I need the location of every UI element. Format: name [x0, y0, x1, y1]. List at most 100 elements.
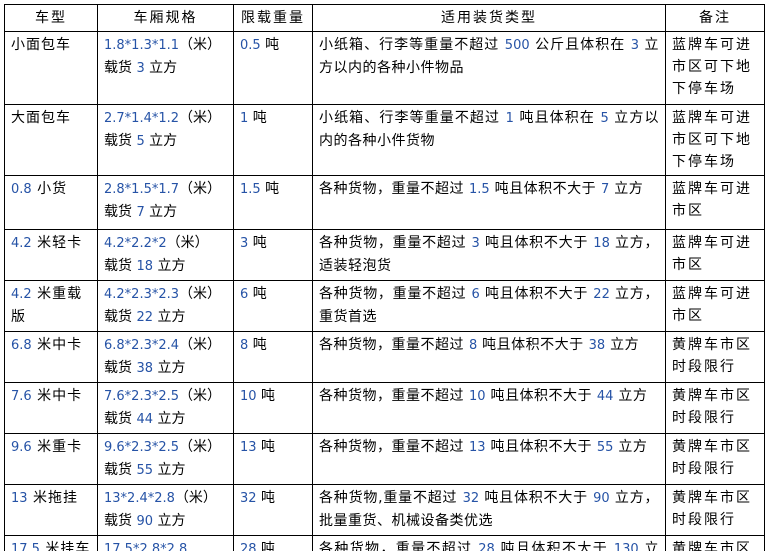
cargo-type-cell[interactable]: 各种货物,重量不超过 32 吨且体积不大于 90 立方，批量重货、机械设备类优选 — [312, 484, 666, 536]
vehicle-type-cell[interactable]: 7.6 米中卡 — [4, 382, 98, 434]
number-text: 7 — [136, 205, 145, 220]
number-text: 4.2 — [11, 236, 32, 251]
cargo-type-cell[interactable]: 各种货物，重量不超过 6 吨且体积不大于 22 立方，重货首选 — [312, 280, 666, 332]
number-text: 55 — [596, 440, 614, 455]
column-header[interactable]: 限载重量 — [233, 4, 313, 32]
box-spec-cell[interactable]: 9.6*2.3*2.5（米） 载货 55 立方 — [97, 433, 234, 485]
remark-cell[interactable]: 蓝牌车可进市区 — [665, 280, 765, 332]
load-limit-cell[interactable]: 28 吨 — [233, 535, 313, 551]
number-text: 5 — [136, 134, 145, 149]
load-limit-cell[interactable]: 10 吨 — [233, 382, 313, 434]
cargo-type-cell[interactable]: 小纸箱、行李等重量不超过 500 公斤且体积在 3 立方以内的各种小件物品 — [312, 31, 666, 105]
number-text: 1 — [240, 111, 249, 126]
number-text: 18 — [593, 236, 610, 251]
number-text: 3 — [136, 61, 145, 76]
number-text: 1 — [505, 111, 514, 126]
vehicle-type-cell[interactable]: 大面包车 — [4, 104, 98, 176]
number-text: 8 — [240, 338, 249, 353]
number-text: 7 — [601, 182, 610, 197]
vehicle-spec-table: 车型 车厢规格 限载重量 适用装货类型 备注 小面包车 1.8*1.3*1.1（米） 载… — [4, 4, 765, 551]
number-text: 0.5 — [240, 38, 261, 53]
number-text: 500 — [504, 38, 530, 53]
number-text: 6 — [240, 287, 249, 302]
remark-cell[interactable]: 黄牌车市区时段限行 — [665, 433, 765, 485]
number-text: 17.5*2.8*2.8 — [104, 542, 188, 551]
load-limit-cell[interactable]: 6 吨 — [233, 280, 313, 332]
number-text: 0.8 — [11, 182, 32, 197]
box-spec-cell[interactable]: 7.6*2.3*2.5（米） 载货 44 立方 — [97, 382, 234, 434]
remark-cell[interactable]: 黄牌车市区时段限行 — [665, 535, 765, 551]
cargo-type-cell[interactable]: 各种货物，重量不超过 1.5 吨且体积不大于 7 立方 — [312, 175, 666, 230]
vehicle-type-cell[interactable]: 4.2 米轻卡 — [4, 229, 98, 281]
remark-cell[interactable]: 蓝牌车可进市区可下地下停车场 — [665, 31, 765, 105]
column-header[interactable]: 备注 — [665, 4, 765, 32]
number-text: 7.6 — [11, 389, 32, 404]
box-spec-cell[interactable]: 4.2*2.2*2（米） 载货 18 立方 — [97, 229, 234, 281]
number-text: 10 — [468, 389, 486, 404]
vehicle-type-cell[interactable]: 17.5 米挂车 — [4, 535, 98, 551]
number-text: 32 — [240, 491, 257, 506]
cargo-type-cell[interactable]: 小纸箱、行李等重量不超过 1 吨且体积在 5 立方以内的各种小件货物 — [312, 104, 666, 176]
table-row: 7.6 米中卡 7.6*2.3*2.5（米） 载货 44 立方 10 吨 各种货… — [4, 382, 765, 434]
number-text: 38 — [588, 338, 606, 353]
number-text: 22 — [593, 287, 610, 302]
vehicle-type-cell[interactable]: 小面包车 — [4, 31, 98, 105]
number-text: 13 — [11, 491, 28, 506]
cargo-type-cell[interactable]: 各种货物，重量不超过 13 吨且体积不大于 55 立方 — [312, 433, 666, 485]
number-text: 1.5 — [468, 182, 490, 197]
number-text: 3 — [240, 236, 249, 251]
column-header[interactable]: 适用装货类型 — [312, 4, 666, 32]
number-text: 18 — [136, 259, 153, 274]
number-text: 90 — [136, 514, 153, 529]
load-limit-cell[interactable]: 1.5 吨 — [233, 175, 313, 230]
box-spec-cell[interactable]: 13*2.4*2.8（米） 载货 90 立方 — [97, 484, 234, 536]
remark-cell[interactable]: 蓝牌车可进市区可下地下停车场 — [665, 104, 765, 176]
number-text: 28 — [478, 542, 495, 551]
load-limit-cell[interactable]: 0.5 吨 — [233, 31, 313, 105]
number-text: 17.5 — [11, 542, 40, 551]
number-text: 3 — [630, 38, 640, 53]
table-row: 17.5 米挂车 17.5*2.8*2.8（米） 载货 130 立方 28 吨 … — [4, 535, 765, 551]
vehicle-type-cell[interactable]: 6.8 米中卡 — [4, 331, 98, 383]
cargo-type-cell[interactable]: 各种货物，重量不超过 28 吨且体积不大于 130 立方，批量轻泡货、机械设备类… — [312, 535, 666, 551]
load-limit-cell[interactable]: 1 吨 — [233, 104, 313, 176]
number-text: 32 — [462, 491, 480, 506]
number-text: 1.8*1.3*1.1 — [104, 38, 180, 53]
table-row: 小面包车 1.8*1.3*1.1（米） 载货 3 立方 0.5 吨 小纸箱、行李… — [4, 31, 765, 105]
number-text: 13*2.4*2.8 — [104, 491, 175, 506]
vehicle-type-cell[interactable]: 9.6 米重卡 — [4, 433, 98, 485]
box-spec-cell[interactable]: 4.2*2.3*2.3（米） 载货 22 立方 — [97, 280, 234, 332]
box-spec-cell[interactable]: 2.7*1.4*1.2（米） 载货 5 立方 — [97, 104, 234, 176]
table-row: 4.2 米重载版 4.2*2.3*2.3（米） 载货 22 立方 6 吨 各种货… — [4, 280, 765, 332]
remark-cell[interactable]: 黄牌车市区时段限行 — [665, 382, 765, 434]
number-text: 6.8 — [11, 338, 32, 353]
load-limit-cell[interactable]: 3 吨 — [233, 229, 313, 281]
cargo-type-cell[interactable]: 各种货物，重量不超过 3 吨且体积不大于 18 立方，适装轻泡货 — [312, 229, 666, 281]
column-header[interactable]: 车型 — [4, 4, 98, 32]
number-text: 7.6*2.3*2.5 — [104, 389, 180, 404]
number-text: 6 — [471, 287, 480, 302]
number-text: 55 — [136, 463, 153, 478]
vehicle-type-cell[interactable]: 4.2 米重载版 — [4, 280, 98, 332]
cargo-type-cell[interactable]: 各种货物，重量不超过 10 吨且体积不大于 44 立方 — [312, 382, 666, 434]
remark-cell[interactable]: 蓝牌车可进市区 — [665, 175, 765, 230]
remark-cell[interactable]: 蓝牌车可进市区 — [665, 229, 765, 281]
box-spec-cell[interactable]: 17.5*2.8*2.8（米） 载货 130 立方 — [97, 535, 234, 551]
number-text: 10 — [240, 389, 257, 404]
vehicle-type-cell[interactable]: 13 米拖挂 — [4, 484, 98, 536]
number-text: 2.7*1.4*1.2 — [104, 111, 180, 126]
load-limit-cell[interactable]: 13 吨 — [233, 433, 313, 485]
box-spec-cell[interactable]: 2.8*1.5*1.7（米） 载货 7 立方 — [97, 175, 234, 230]
box-spec-cell[interactable]: 6.8*2.3*2.4（米） 载货 38 立方 — [97, 331, 234, 383]
number-text: 90 — [593, 491, 610, 506]
cargo-type-cell[interactable]: 各种货物，重量不超过 8 吨且体积不大于 38 立方 — [312, 331, 666, 383]
remark-cell[interactable]: 黄牌车市区时段限行 — [665, 331, 765, 383]
vehicle-type-cell[interactable]: 0.8 小货 — [4, 175, 98, 230]
column-header[interactable]: 车厢规格 — [97, 4, 234, 32]
load-limit-cell[interactable]: 32 吨 — [233, 484, 313, 536]
load-limit-cell[interactable]: 8 吨 — [233, 331, 313, 383]
box-spec-cell[interactable]: 1.8*1.3*1.1（米） 载货 3 立方 — [97, 31, 234, 105]
number-text: 44 — [136, 412, 153, 427]
number-text: 1.5 — [240, 182, 261, 197]
remark-cell[interactable]: 黄牌车市区时段限行 — [665, 484, 765, 536]
